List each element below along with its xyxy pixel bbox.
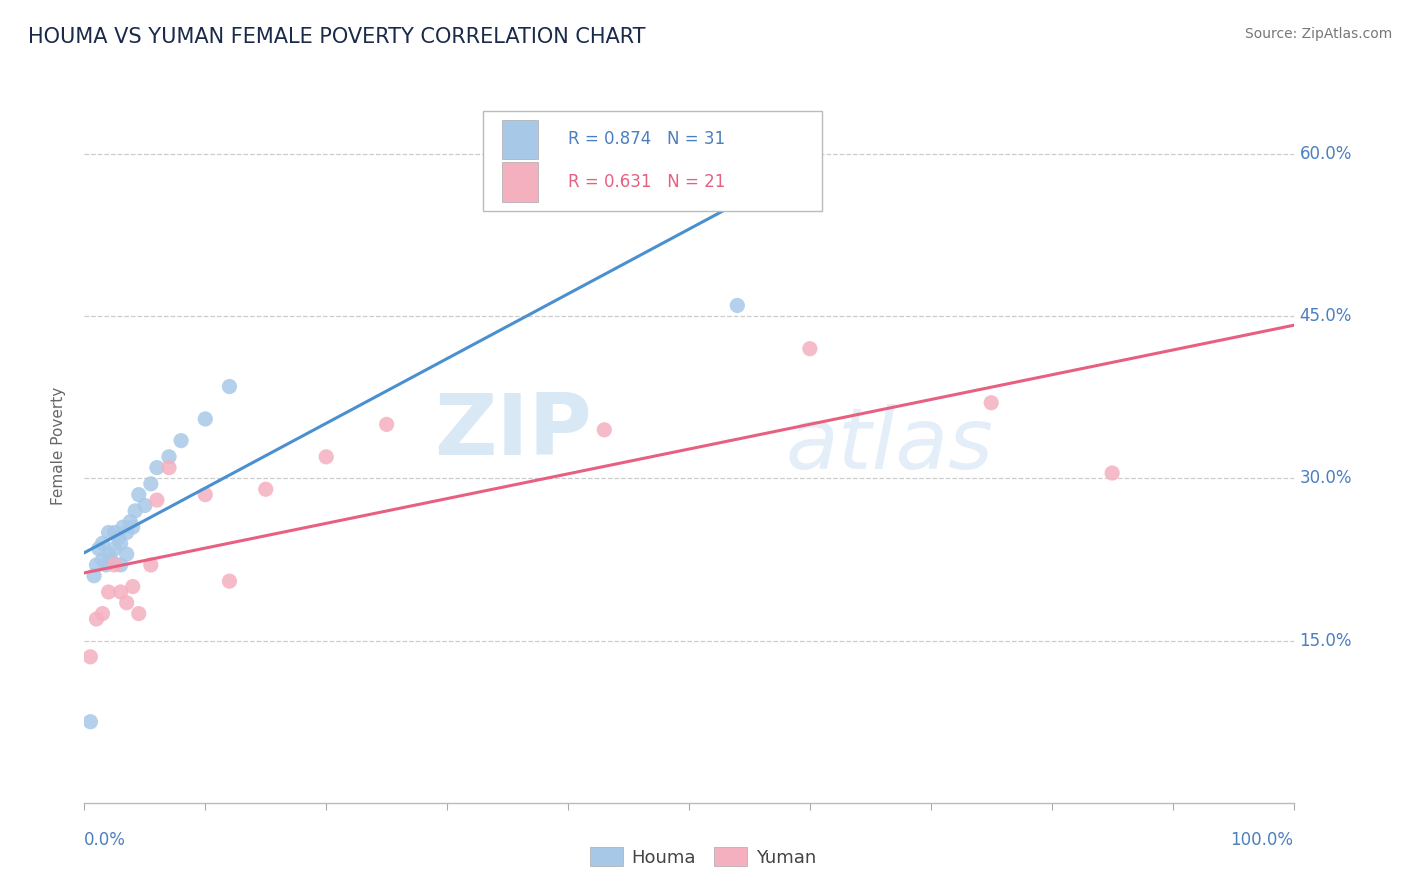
Point (104, 558, 127, 572)
Point (134, 499, 156, 513)
FancyBboxPatch shape (484, 111, 823, 211)
FancyBboxPatch shape (502, 120, 538, 159)
Point (79, 649, 101, 664)
Point (120, 515, 142, 529)
Point (91, 607, 114, 621)
Point (97, 585, 120, 599)
Point (115, 547, 138, 561)
FancyBboxPatch shape (502, 162, 538, 202)
Y-axis label: Female Poverty: Female Poverty (51, 387, 66, 505)
Text: 45.0%: 45.0% (1299, 307, 1353, 326)
Point (593, 423, 616, 437)
Point (97, 547, 120, 561)
Point (1101, 466, 1123, 480)
Point (799, 342, 821, 356)
Text: atlas: atlas (786, 404, 994, 488)
Point (121, 520, 143, 534)
Text: 100.0%: 100.0% (1230, 831, 1294, 849)
Text: R = 0.874   N = 31: R = 0.874 N = 31 (568, 130, 725, 148)
Point (194, 412, 217, 426)
Text: 0.0%: 0.0% (84, 831, 127, 849)
Point (86, 558, 108, 572)
Point (115, 525, 138, 540)
Point (725, 298, 748, 312)
Text: HOUMA VS YUMAN FEMALE POVERTY CORRELATION CHART: HOUMA VS YUMAN FEMALE POVERTY CORRELATIO… (28, 27, 645, 46)
Point (146, 493, 169, 508)
Point (115, 596, 138, 610)
Point (86, 612, 108, 626)
Legend: Houma, Yuman: Houma, Yuman (583, 840, 823, 874)
Point (107, 531, 129, 545)
Point (157, 450, 180, 464)
Text: 30.0%: 30.0% (1299, 469, 1353, 487)
Point (128, 607, 150, 621)
Point (112, 520, 135, 534)
Point (139, 476, 162, 491)
Point (110, 585, 132, 599)
Point (218, 574, 240, 589)
Text: 15.0%: 15.0% (1299, 632, 1353, 649)
Point (91, 552, 114, 566)
Text: 60.0%: 60.0% (1299, 145, 1353, 163)
Point (128, 488, 150, 502)
Point (104, 525, 127, 540)
Point (654, 179, 676, 194)
Text: Source: ZipAtlas.com: Source: ZipAtlas.com (1244, 27, 1392, 41)
Text: R = 0.631   N = 21: R = 0.631 N = 21 (568, 173, 725, 191)
Point (121, 580, 143, 594)
Point (157, 460, 180, 475)
Point (100, 552, 122, 566)
Point (315, 450, 337, 464)
Point (254, 482, 277, 496)
Point (170, 434, 193, 448)
Point (218, 379, 240, 393)
Point (91, 536, 114, 550)
Point (194, 488, 217, 502)
Point (124, 504, 146, 518)
Text: ZIP: ZIP (434, 390, 592, 474)
Point (375, 417, 398, 432)
Point (146, 460, 169, 475)
Point (79, 714, 101, 729)
Point (104, 541, 127, 556)
Point (110, 558, 132, 572)
Point (110, 536, 132, 550)
Point (87, 541, 110, 556)
Point (83, 568, 105, 582)
Point (980, 396, 1002, 410)
Point (97, 525, 120, 540)
Point (94, 558, 117, 572)
Point (139, 558, 162, 572)
